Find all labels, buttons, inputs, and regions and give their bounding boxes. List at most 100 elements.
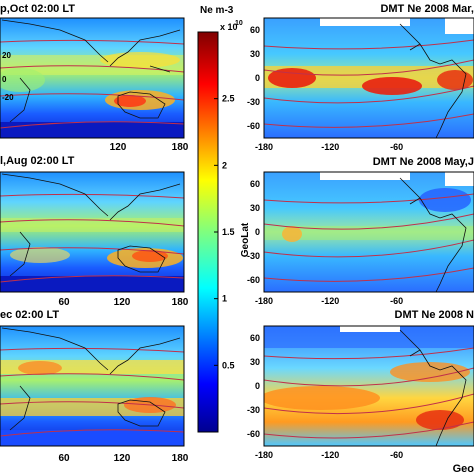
x-ticks: -180 -120 -60 [255, 296, 403, 306]
x-tick-label: -180 [255, 450, 273, 460]
contour-line [264, 213, 474, 230]
panel-frame [0, 171, 185, 293]
contour-line [0, 93, 184, 101]
contour-line [264, 347, 474, 360]
contour-line [0, 121, 184, 129]
coastline [399, 177, 467, 292]
panel-title: DMT Ne 2008 N [395, 309, 474, 321]
heatmap-band [264, 66, 474, 88]
panel-title: DMT Ne 2008 May,J [373, 156, 474, 168]
contour-line [264, 267, 474, 282]
y-tick-label: -30 [247, 251, 260, 261]
contour-line [264, 39, 474, 50]
inner-label: 0 [2, 75, 7, 84]
heatmap-band [0, 68, 45, 92]
y-tick-label: 30 [250, 49, 260, 59]
panel-title: ec 02:00 LT [0, 309, 59, 321]
heatmap-band [18, 361, 62, 375]
colorbar-tick-label: 1 [222, 294, 227, 304]
x-axis-label: Geo [453, 463, 474, 474]
heatmap-band [264, 226, 474, 240]
panel-right-mid [264, 172, 474, 292]
panel-right-bot [264, 326, 474, 446]
heatmap-band [268, 68, 316, 88]
coastline [1, 173, 181, 277]
x-ticks: -180 -120 -60 [255, 142, 403, 152]
colorbar-title: Ne m-3 [200, 5, 234, 16]
panel-title: p,Oct 02:00 LT [0, 3, 75, 15]
x-tick-label: 180 [172, 453, 189, 464]
contour-line [264, 113, 474, 128]
y-ticks: 60 30 0 -30 -60 [247, 333, 260, 439]
heatmap-band [0, 218, 184, 232]
contour-line [0, 401, 184, 409]
contour-line [0, 429, 184, 437]
y-ticks: 60 30 0 -30 -60 [247, 25, 260, 131]
contour-line [0, 193, 184, 199]
heatmap-field [0, 326, 184, 446]
panel-frame [263, 171, 474, 293]
heatmap-band [419, 188, 471, 212]
colorbar-tick-label: 0.5 [222, 360, 235, 370]
colorbar-tick-label: 2.5 [222, 94, 235, 104]
x-tick-label: -120 [321, 142, 339, 152]
heatmap-band [0, 430, 184, 446]
colorbar-scale-exp: 10 [235, 20, 243, 27]
contour-line [0, 39, 184, 45]
coastline [1, 327, 181, 431]
heatmap-band [10, 247, 70, 263]
y-ticks: 60 30 0 -30 -60 [247, 179, 260, 285]
contour-line [264, 193, 474, 204]
x-tick-label: 120 [114, 297, 131, 308]
x-tick-label: -180 [255, 296, 273, 306]
inner-label: 20 [2, 51, 11, 60]
y-axis-label: GeoLat [240, 222, 251, 257]
x-tick-label: 60 [58, 297, 70, 308]
colorbar-scale: x 10 [220, 22, 238, 32]
x-tick-label: -120 [321, 450, 339, 460]
x-tick-label: -180 [255, 142, 273, 152]
y-tick-label: -30 [247, 97, 260, 107]
contour-line [0, 347, 184, 353]
no-data-region [340, 326, 400, 332]
panel-right-top [264, 18, 474, 138]
contour-line [0, 247, 184, 255]
heatmap-band [264, 326, 474, 348]
contour-line [0, 373, 184, 381]
x-tick-label: -120 [321, 296, 339, 306]
panel-frame [0, 325, 185, 447]
x-tick-label: -60 [390, 296, 403, 306]
heatmap-band [114, 95, 146, 107]
panel-left-mid [0, 172, 184, 292]
y-tick-label: 30 [250, 203, 260, 213]
panel-frame [263, 325, 474, 447]
contour-line [264, 239, 474, 258]
contour-line [264, 393, 474, 415]
colorbar-tick-label: 2 [222, 160, 227, 170]
panel-frame [0, 17, 185, 139]
x-tick-label: -60 [390, 450, 403, 460]
contour-line [264, 367, 474, 387]
heatmap-band [282, 226, 302, 242]
no-data-region [445, 18, 474, 34]
panel-title: DMT Ne 2008 Mar, [380, 3, 474, 15]
heatmap-band [264, 386, 380, 410]
x-tick-label: 180 [172, 142, 189, 153]
contour-line [264, 85, 474, 104]
coastline [399, 23, 467, 138]
x-tick-label: 180 [172, 297, 189, 308]
colorbar-tick-label: 1.5 [222, 227, 235, 237]
y-tick-label: 60 [250, 333, 260, 343]
x-tick-label: 120 [114, 453, 131, 464]
panel-title: l,Aug 02:00 LT [0, 155, 75, 167]
heatmap-band [0, 276, 184, 292]
y-tick-label: 60 [250, 25, 260, 35]
x-tick-label: 60 [58, 453, 70, 464]
y-tick-label: 60 [250, 179, 260, 189]
x-tick-label: 120 [110, 142, 127, 153]
coastline [399, 329, 467, 446]
heatmap-band [362, 77, 422, 95]
no-data-region [320, 18, 410, 26]
contour-line [0, 219, 184, 227]
